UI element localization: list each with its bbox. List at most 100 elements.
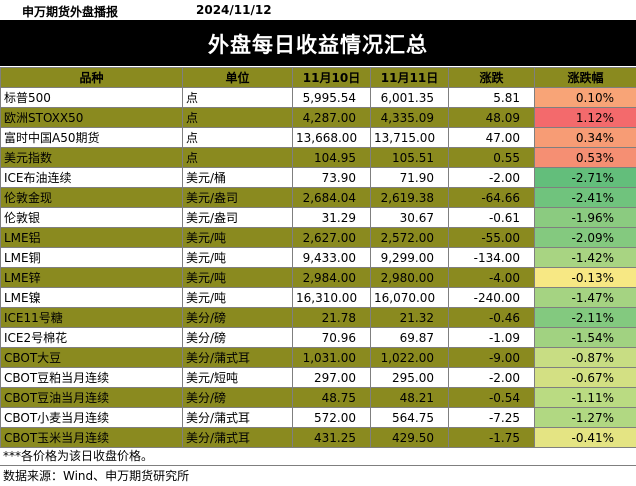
cell-nov11: 48.21: [371, 388, 449, 408]
cell-nov11: 2,572.00: [371, 228, 449, 248]
cell-nov10: 2,984.00: [293, 268, 371, 288]
cell-unit: 美元/吨: [183, 248, 293, 268]
cell-change: -1.75: [449, 428, 535, 448]
cell-nov10: 297.00: [293, 368, 371, 388]
cell-change-pct: -1.42%: [535, 248, 636, 268]
cell-variety: 欧洲STOXX50: [1, 108, 183, 128]
cell-change: -55.00: [449, 228, 535, 248]
cell-change-pct: -1.96%: [535, 208, 636, 228]
cell-change-pct: -0.67%: [535, 368, 636, 388]
cell-nov10: 48.75: [293, 388, 371, 408]
cell-change: -2.00: [449, 168, 535, 188]
cell-change-pct: -0.41%: [535, 428, 636, 448]
cell-change-pct: -1.27%: [535, 408, 636, 428]
cell-nov11: 16,070.00: [371, 288, 449, 308]
cell-variety: ICE2号棉花: [1, 328, 183, 348]
cell-variety: CBOT豆油当月连续: [1, 388, 183, 408]
cell-unit: 美分/磅: [183, 308, 293, 328]
cell-change: -0.46: [449, 308, 535, 328]
cell-change-pct: -0.13%: [535, 268, 636, 288]
cell-variety: LME铜: [1, 248, 183, 268]
table-header-row: 品种 单位 11月10日 11月11日 涨跌 涨跌幅: [1, 68, 636, 88]
cell-unit: 美分/蒲式耳: [183, 408, 293, 428]
cell-change: -2.00: [449, 368, 535, 388]
cell-change-pct: -2.09%: [535, 228, 636, 248]
cell-nov11: 1,022.00: [371, 348, 449, 368]
cell-change-pct: 0.34%: [535, 128, 636, 148]
cell-variety: LME镍: [1, 288, 183, 308]
cell-unit: 点: [183, 148, 293, 168]
cell-variety: ICE布油连续: [1, 168, 183, 188]
cell-unit: 点: [183, 128, 293, 148]
cell-change: -64.66: [449, 188, 535, 208]
cell-unit: 美分/蒲式耳: [183, 428, 293, 448]
page-title: 外盘每日收益情况汇总: [208, 29, 428, 59]
cell-change: -4.00: [449, 268, 535, 288]
notes-area: ***各价格为该日收盘价格。 数据来源：Wind、申万期货研究所: [0, 447, 636, 486]
cell-nov11: 105.51: [371, 148, 449, 168]
cell-unit: 美元/吨: [183, 268, 293, 288]
cell-variety: 伦敦金现: [1, 188, 183, 208]
cell-change-pct: -2.11%: [535, 308, 636, 328]
cell-nov10: 9,433.00: [293, 248, 371, 268]
cell-change: -9.00: [449, 348, 535, 368]
cell-change-pct: -1.11%: [535, 388, 636, 408]
cell-nov11: 2,980.00: [371, 268, 449, 288]
cell-variety: CBOT大豆: [1, 348, 183, 368]
cell-unit: 美元/盎司: [183, 188, 293, 208]
cell-nov11: 9,299.00: [371, 248, 449, 268]
footnote: ***各价格为该日收盘价格。: [0, 447, 636, 466]
col-header-nov10: 11月10日: [293, 68, 371, 88]
cell-nov10: 73.90: [293, 168, 371, 188]
cell-nov10: 1,031.00: [293, 348, 371, 368]
cell-nov11: 71.90: [371, 168, 449, 188]
cell-change-pct: -1.54%: [535, 328, 636, 348]
cell-nov11: 295.00: [371, 368, 449, 388]
cell-change-pct: 0.10%: [535, 88, 636, 108]
col-header-unit: 单位: [183, 68, 293, 88]
title-banner: 外盘每日收益情况汇总: [0, 21, 636, 66]
cell-nov11: 6,001.35: [371, 88, 449, 108]
cell-unit: 美元/桶: [183, 168, 293, 188]
cell-variety: 富时中国A50期货: [1, 128, 183, 148]
cell-change-pct: 0.53%: [535, 148, 636, 168]
source-note: 数据来源：Wind、申万期货研究所: [0, 466, 636, 486]
cell-nov10: 5,995.54: [293, 88, 371, 108]
cell-nov11: 13,715.00: [371, 128, 449, 148]
cell-variety: LME锌: [1, 268, 183, 288]
cell-change: 0.55: [449, 148, 535, 168]
cell-variety: 伦敦银: [1, 208, 183, 228]
cell-unit: 美元/吨: [183, 228, 293, 248]
cell-unit: 点: [183, 88, 293, 108]
cell-unit: 美元/盎司: [183, 208, 293, 228]
cell-change-pct: -0.87%: [535, 348, 636, 368]
cell-nov10: 16,310.00: [293, 288, 371, 308]
cell-nov11: 69.87: [371, 328, 449, 348]
cell-change: 47.00: [449, 128, 535, 148]
cell-change-pct: -1.47%: [535, 288, 636, 308]
cell-nov10: 2,684.04: [293, 188, 371, 208]
cell-nov11: 21.32: [371, 308, 449, 328]
cell-unit: 点: [183, 108, 293, 128]
cell-variety: 美元指数: [1, 148, 183, 168]
cell-nov11: 2,619.38: [371, 188, 449, 208]
cell-change: -7.25: [449, 408, 535, 428]
cell-variety: ICE11号糖: [1, 308, 183, 328]
cell-change: -0.54: [449, 388, 535, 408]
col-header-variety: 品种: [1, 68, 183, 88]
cell-change: 5.81: [449, 88, 535, 108]
cell-unit: 美元/吨: [183, 288, 293, 308]
